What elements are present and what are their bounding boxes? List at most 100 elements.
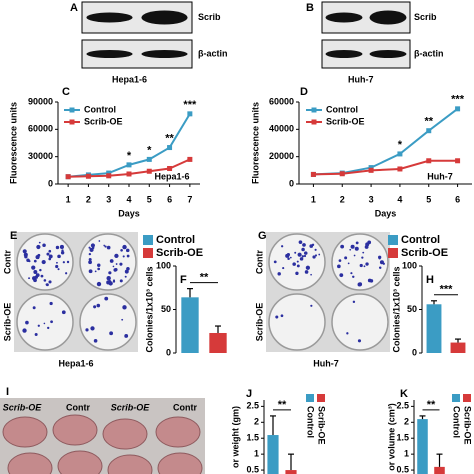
tumor-label: Scrib-OE [111,402,151,412]
panel-letter: A [70,2,78,14]
colony [318,253,321,256]
legend-label: Scrib-OE [84,116,123,126]
y-tick-label: 0 [289,178,294,188]
band-label: β-actin [198,48,228,58]
colony [350,244,355,249]
colony [26,258,30,263]
marker [455,158,461,164]
colony [382,262,385,265]
colony [42,243,46,247]
legend-label: Control [401,234,440,246]
panel-letter: D [300,86,308,98]
legend-label: Control [84,104,116,114]
x-tick-label: 5 [147,194,152,204]
y-tick-label: 90000 [28,96,53,106]
legend-swatch [388,248,398,258]
colony [65,272,68,275]
legend-marker [69,119,75,125]
colony [32,306,36,310]
marker [106,173,112,179]
y-tick-label: 60000 [28,124,53,134]
significance: *** [183,99,197,111]
marker [106,170,112,176]
colony [301,255,305,258]
blot-band [141,10,188,25]
y-tick-label: 0.5 [396,464,409,474]
colony [96,303,101,308]
y-axis-label: Fluorescence units [250,102,260,184]
culture-plate [268,293,326,351]
colony [275,315,279,319]
colony [90,326,95,331]
significance: ** [200,272,209,284]
x-tick-label: 2 [340,194,345,204]
y-tick-label: 60000 [269,96,294,106]
colony [122,255,125,258]
x-tick-label: 3 [106,194,111,204]
panel-letter: H [426,274,434,286]
colony [365,262,369,266]
colony [49,301,53,306]
colony [378,257,381,260]
error-bar [436,453,443,467]
colony [346,332,349,335]
inset-label: Hepa1-6 [154,171,189,181]
colony [94,270,97,273]
colony [37,324,40,327]
colony [112,280,116,283]
colony [359,263,363,268]
culture-plate [79,293,137,351]
marker [167,166,173,172]
colony [301,247,305,252]
y-tick-label: 30000 [28,151,53,161]
y-axis-label: Colonies/1x10³ cells [144,266,154,352]
marker [126,162,132,168]
panel-letter: E [10,230,17,242]
row-label: Scrib-OE [254,303,264,342]
culture-plate [331,293,389,351]
blot-band [86,12,133,23]
y-tick-label: 1 [254,449,259,459]
band-label: β-actin [414,48,444,58]
colony [296,260,299,263]
legend-label: Scrib-OE [463,406,473,445]
colony [281,245,284,248]
colony [112,265,115,268]
legend-label: Scrib-OE [401,247,448,259]
colony [55,245,60,250]
x-tick-label: 1 [311,194,316,204]
blot-band [369,10,407,25]
significance: ** [427,399,436,411]
colony [121,318,124,321]
marker [368,167,374,173]
y-tick-label: 2 [254,417,259,427]
colony [287,257,290,260]
y-tick-label: 20000 [269,151,294,161]
tumor-label: Contr [66,402,90,412]
legend-swatch [143,248,153,258]
colony [378,266,382,270]
colony [292,262,296,266]
legend-label: Control [156,234,195,246]
tumor [155,416,201,448]
colony [122,305,127,310]
legend-label: Scrib-OE [326,116,365,126]
marker [146,168,152,174]
colony [361,256,364,259]
error-bar [288,453,294,471]
colony [106,276,111,281]
significance: * [127,150,132,162]
x-axis-label: Days [118,208,140,218]
colony [119,262,123,266]
colony [97,263,101,267]
colony [277,272,281,276]
legend-marker [311,107,317,113]
colony [48,280,52,284]
colony [303,254,307,258]
colony [62,261,65,264]
colony [289,256,292,259]
cell-line-label: Hepa1-6 [58,358,93,368]
tumor [107,454,153,474]
bar [426,304,442,353]
blot-band [86,50,133,58]
